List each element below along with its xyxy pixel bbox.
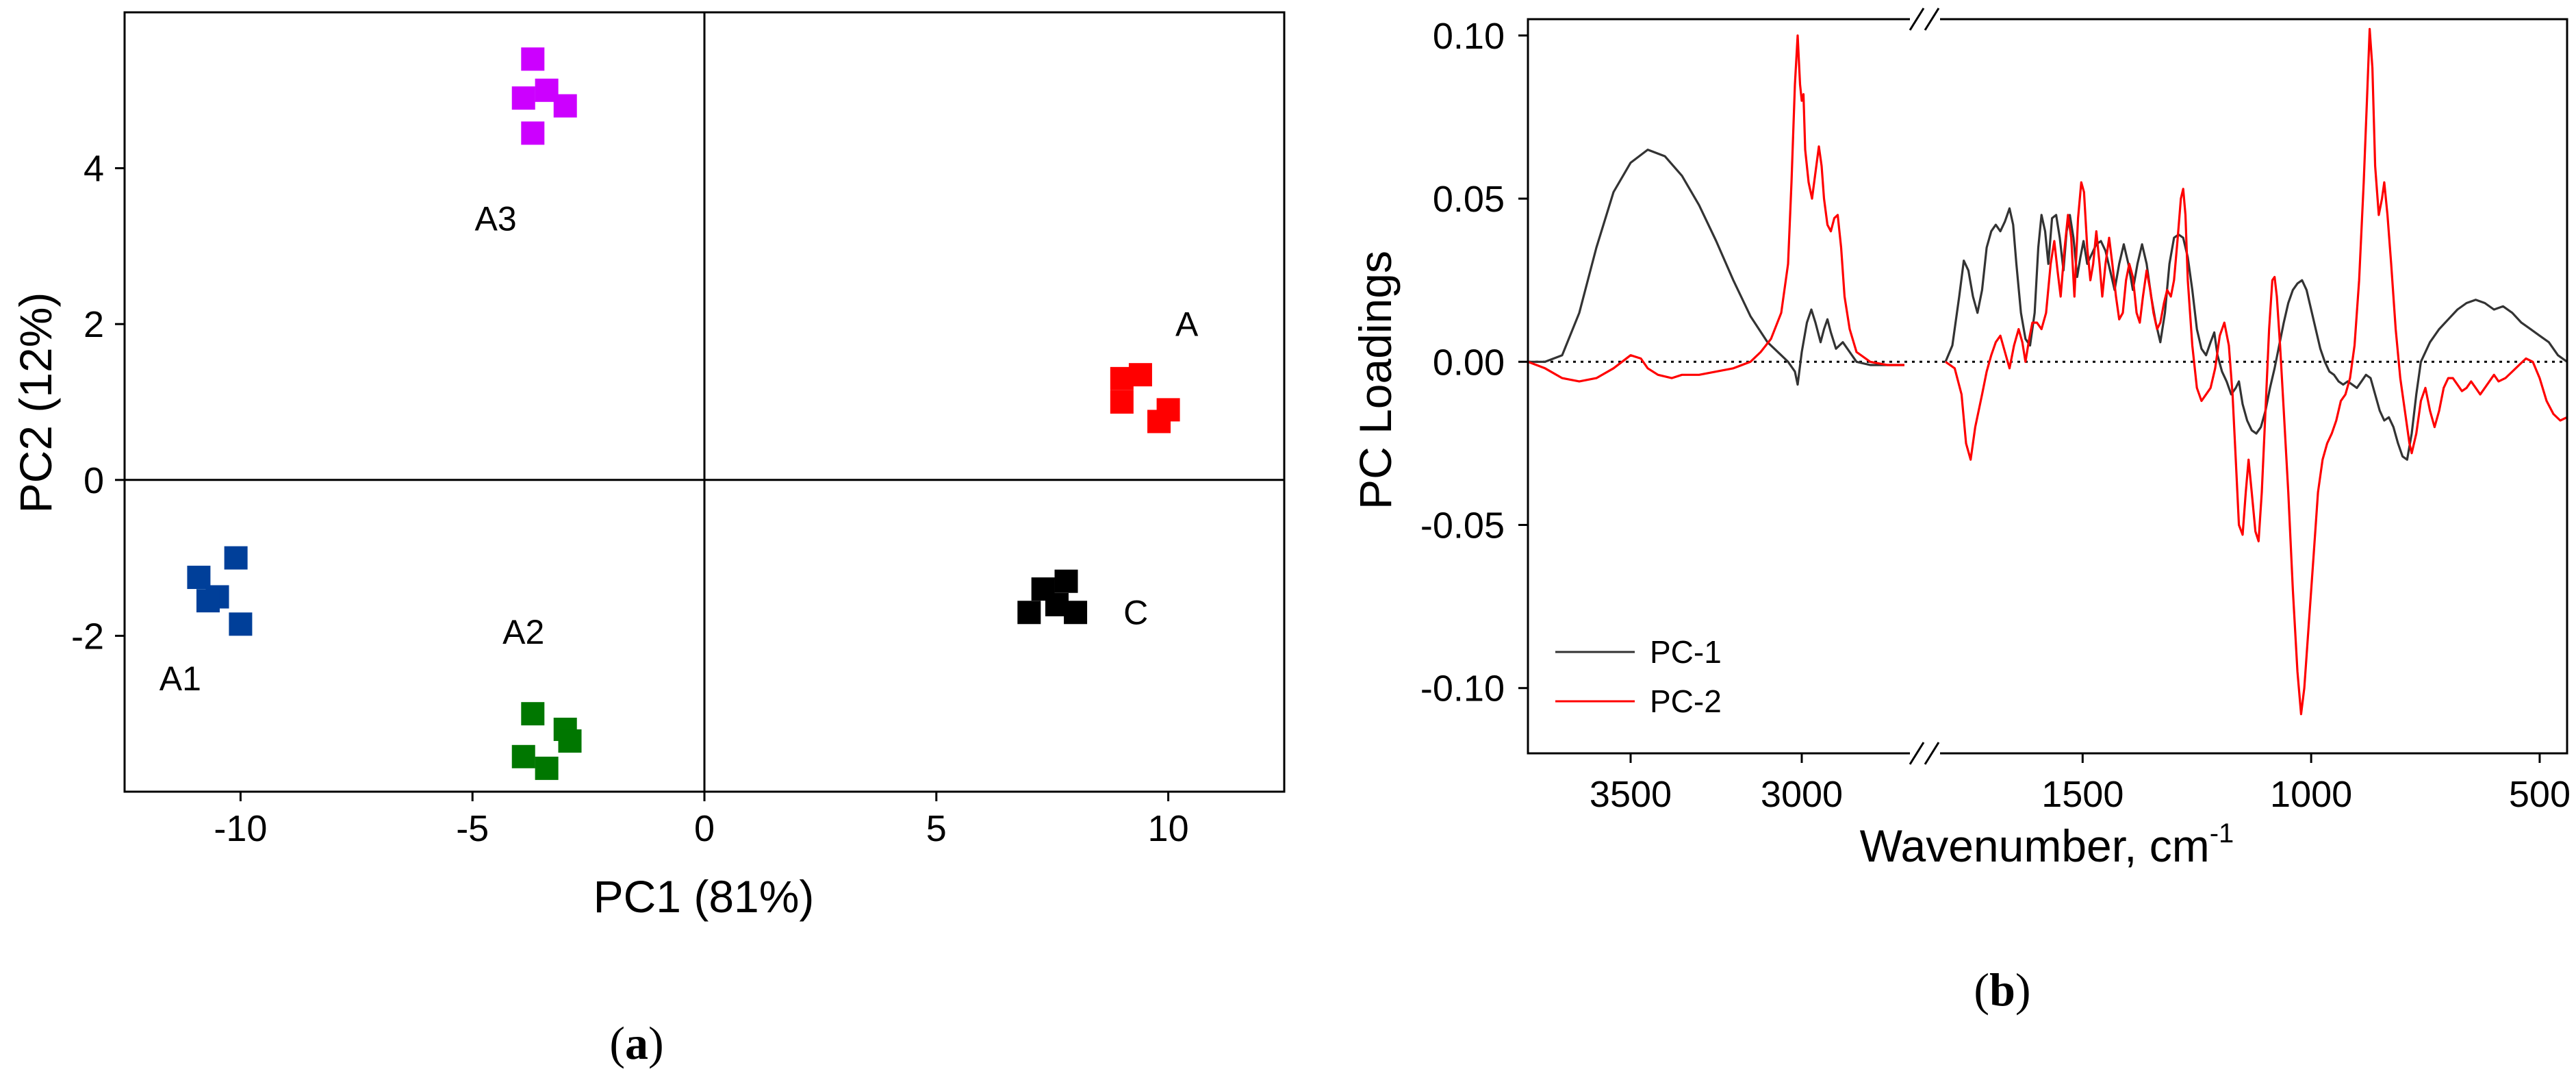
panel-letter-a: a xyxy=(625,1017,648,1069)
y-axis-title-a: PC2 (12%) xyxy=(10,292,61,514)
y-tick-label: -0.05 xyxy=(1420,505,1505,546)
axis-break-slash xyxy=(1924,8,1940,31)
data-point-a3 xyxy=(521,121,545,145)
axis-break-slash xyxy=(1909,742,1925,765)
group-label-a1: A1 xyxy=(160,660,201,698)
x-axis-title-b: Wavenumber, cm-1 xyxy=(1860,818,2234,871)
group-label-a3: A3 xyxy=(474,200,516,238)
data-point-c xyxy=(1017,601,1041,625)
x-axis-title-b-sup: -1 xyxy=(2210,818,2234,849)
x-axis-ticks-a: -10 -5 0 5 10 xyxy=(214,792,1189,849)
data-point-a2 xyxy=(511,744,535,768)
data-point-a1 xyxy=(187,566,211,590)
axis-break-marks xyxy=(1909,8,1940,765)
y-tick-label: -2 xyxy=(71,616,104,657)
y-tick-label: 4 xyxy=(84,149,104,190)
x-tick-label: 500 xyxy=(2509,774,2571,815)
y-tick-label: 0.00 xyxy=(1433,342,1505,383)
group-label-a2: A2 xyxy=(502,613,544,651)
data-point-c xyxy=(1064,601,1088,625)
y-axis-ticks-a: -2 0 2 4 xyxy=(71,149,125,657)
group-label-c: C xyxy=(1123,593,1148,631)
legend-label-pc-1: PC-1 xyxy=(1650,634,1722,670)
x-tick-label: 10 xyxy=(1148,808,1189,849)
x-tick-label: 1500 xyxy=(2041,774,2124,815)
data-point-a2 xyxy=(558,729,582,753)
series-line-pc-2 xyxy=(1945,27,2568,716)
x-axis-title-b-text: Wavenumber, cm xyxy=(1860,820,2210,871)
data-point-a3 xyxy=(553,94,577,118)
data-point-a xyxy=(1128,363,1152,387)
loading-curves xyxy=(1527,27,2568,716)
series-line-pc-1 xyxy=(1528,149,1904,386)
axis-break-slash xyxy=(1909,8,1925,31)
data-point-a1 xyxy=(224,546,248,570)
panel-label-a: (a) xyxy=(609,1017,663,1069)
x-tick-label: 3500 xyxy=(1590,774,1672,815)
panel-b-loadings: 3500 3000 1500 1000 500 -0.10 -0.05 0.00 0.05 0.… xyxy=(1350,8,2571,1016)
data-point-a1 xyxy=(229,612,253,636)
group-labels: A3 A A1 A2 C xyxy=(160,200,1199,698)
x-tick-label: 5 xyxy=(926,808,947,849)
panel-label-b: (b) xyxy=(1974,964,2030,1016)
x-tick-label: 1000 xyxy=(2270,774,2352,815)
x-tick-label: -5 xyxy=(456,808,489,849)
x-tick-label: 3000 xyxy=(1761,774,1843,815)
panel-letter-b: b xyxy=(1989,964,2015,1016)
series-line-pc-2 xyxy=(1527,34,1904,383)
data-point-a2 xyxy=(521,702,545,726)
data-point-a3 xyxy=(521,47,545,71)
panel-a-scatter: -10 -5 0 5 10 -2 0 2 4 A3 A A1 A2 C PC1 (81%) PC2 (… xyxy=(10,11,1286,1069)
y-axis-title-b: PC Loadings xyxy=(1350,251,1401,510)
axis-break-slash xyxy=(1924,742,1940,765)
y-tick-label: 0 xyxy=(84,460,104,501)
y-tick-label: 2 xyxy=(84,304,104,345)
legend: PC-1 PC-2 xyxy=(1555,634,1722,719)
plot-frame-b xyxy=(1527,18,2568,755)
data-point-c xyxy=(1054,569,1078,593)
x-axis-ticks-b: 3500 3000 1500 1000 500 xyxy=(1590,753,2571,815)
legend-label-pc-2: PC-2 xyxy=(1650,683,1722,719)
x-axis-title-a: PC1 (81%) xyxy=(594,871,815,922)
data-point-a1 xyxy=(196,589,220,613)
data-point-a xyxy=(1147,410,1171,434)
data-point-a2 xyxy=(535,756,559,780)
x-tick-label: 0 xyxy=(694,808,715,849)
y-tick-label: 0.10 xyxy=(1433,16,1505,57)
x-tick-label: -10 xyxy=(214,808,267,849)
scatter-points xyxy=(187,47,1180,780)
y-tick-label: 0.05 xyxy=(1433,179,1505,220)
y-axis-ticks-b: -0.10 -0.05 0.00 0.05 0.10 xyxy=(1420,16,1528,709)
group-label-a: A xyxy=(1175,305,1199,343)
data-point-a xyxy=(1110,390,1134,414)
series-line-pc-1 xyxy=(1944,207,2568,461)
y-tick-label: -0.10 xyxy=(1420,668,1505,709)
data-point-a3 xyxy=(511,86,535,110)
